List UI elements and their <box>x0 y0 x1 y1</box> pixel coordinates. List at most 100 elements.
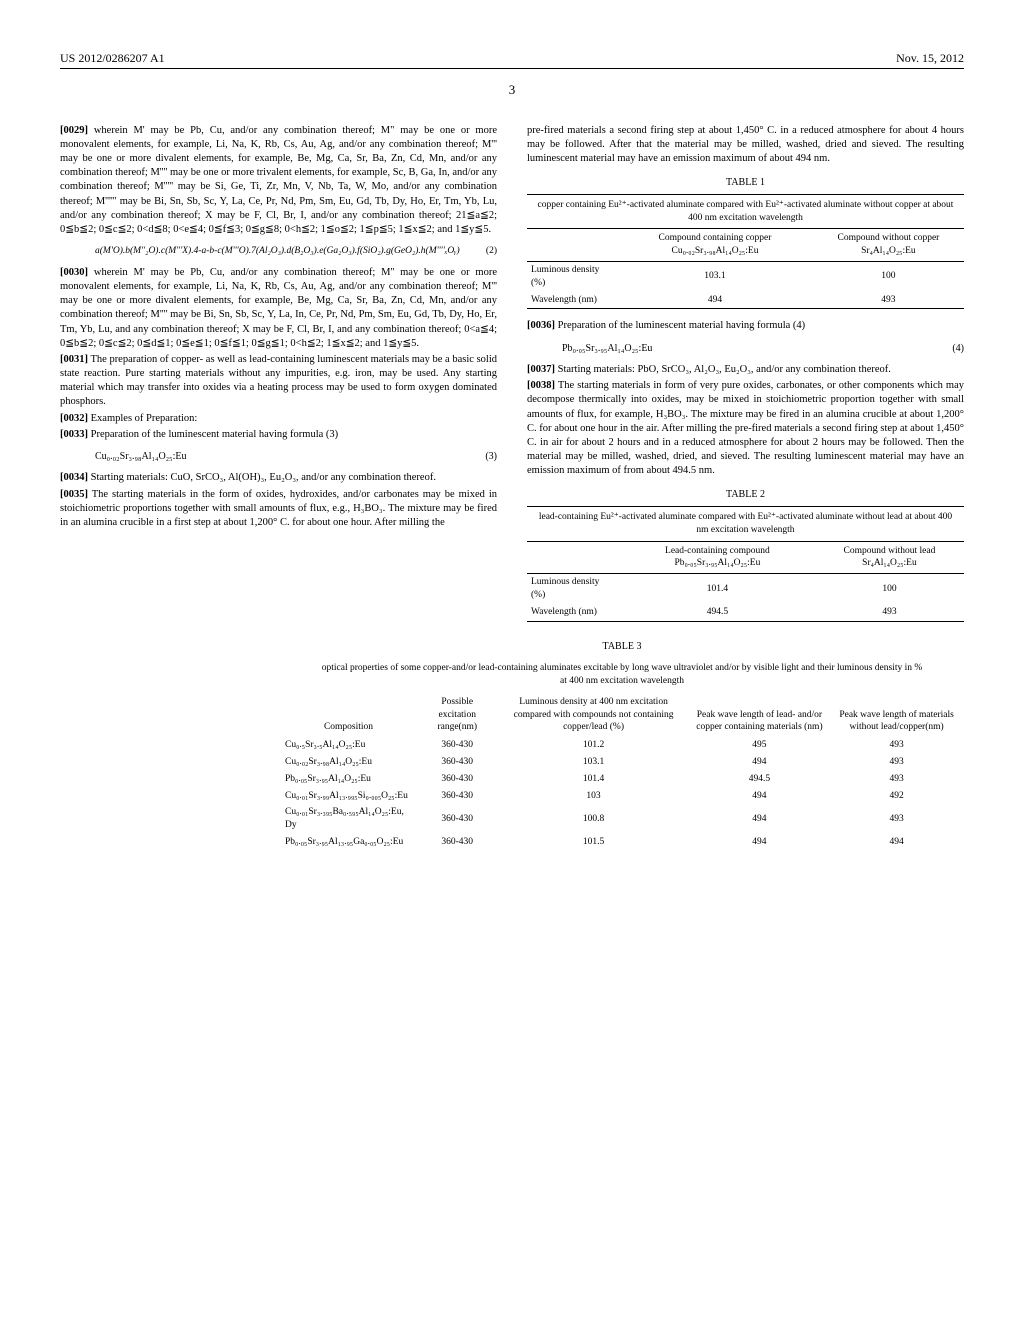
t3-cell: Cu₀.₀₂Sr₃.₉₈Al₁₄O₂₅:Eu <box>280 754 417 771</box>
t3-cell: Cu₀.₅Sr₃.₅Al₁₄O₂₅:Eu <box>280 737 417 754</box>
t1-r2c0: Wavelength (nm) <box>527 292 617 309</box>
t3-cell: 493 <box>829 737 964 754</box>
paragraph-38: [0038] The starting materials in form of… <box>527 379 964 478</box>
t3-cell: 493 <box>829 771 964 788</box>
para-text: wherein M' may be Pb, Cu, and/or any com… <box>60 267 497 349</box>
para-num: [0032] <box>60 413 88 424</box>
para-text: Preparation of the luminescent material … <box>91 429 339 440</box>
paragraph-30: [0030] wherein M' may be Pb, Cu, and/or … <box>60 266 497 351</box>
para-text: wherein M' may be Pb, Cu, and/or any com… <box>60 125 497 235</box>
t2-r1c0: Luminous density (%) <box>527 574 620 604</box>
para-num: [0031] <box>60 354 88 365</box>
formula-num: (2) <box>486 245 497 258</box>
t3-cell: 494 <box>829 834 964 851</box>
t3-cell: Pb₀.₀₅Sr₃.₉₅Al₁₄O₂₅:Eu <box>280 771 417 788</box>
para-num: [0035] <box>60 489 88 500</box>
t3-cell: 360-430 <box>417 804 497 834</box>
paragraph-34: [0034] Starting materials: CuO, SrCO₃, A… <box>60 471 497 485</box>
t1-r2c2: 493 <box>813 292 964 309</box>
paragraph-32: [0032] Examples of Preparation: <box>60 412 497 426</box>
t3-h2: Luminous density at 400 nm excitation co… <box>497 693 689 737</box>
t1-r1c2: 100 <box>813 262 964 292</box>
para-text: Examples of Preparation: <box>91 413 198 424</box>
t3-cell: 495 <box>690 737 830 754</box>
t3-cell: Cu₀.₀₁Sr₃.₉₉Al₁₃.₉₉₅Si₀.₀₀₅O₂₅:Eu <box>280 788 417 805</box>
t2-h2: Compound without lead Sr₄Al₁₄O₂₅:Eu <box>815 541 964 574</box>
t3-cell: 492 <box>829 788 964 805</box>
t2-r2c0: Wavelength (nm) <box>527 604 620 621</box>
t3-cell: 103.1 <box>497 754 689 771</box>
t3-h0: Composition <box>280 693 417 737</box>
formula-num: (3) <box>485 450 497 464</box>
paragraph-31: [0031] The preparation of copper- as wel… <box>60 353 497 410</box>
para-text: Starting materials: PbO, SrCO₃, Al₂O₃, E… <box>558 364 891 375</box>
formula-4: Pb₀.₀₅Sr₃.₉₅Al₁₄O₂₅:Eu (4) <box>562 342 964 356</box>
t3-cell: 494 <box>690 834 830 851</box>
para-num: [0034] <box>60 472 88 483</box>
t3-h1: Possible excitation range(nm) <box>417 693 497 737</box>
t1-r1c1: 103.1 <box>617 262 813 292</box>
formula-num: (4) <box>952 342 964 356</box>
table3-section: TABLE 3 optical properties of some coppe… <box>280 640 964 851</box>
para-text: The preparation of copper- as well as le… <box>60 354 497 408</box>
patent-number: US 2012/0286207 A1 <box>60 50 165 66</box>
table3-caption: optical properties of some copper-and/or… <box>280 657 964 693</box>
para-text: The starting materials in the form of ox… <box>60 489 497 528</box>
t3-h3: Peak wave length of lead- and/or copper … <box>690 693 830 737</box>
para-num: [0029] <box>60 125 88 136</box>
continuation-text: pre-fired materials a second firing step… <box>527 124 964 167</box>
t3-cell: 101.5 <box>497 834 689 851</box>
paragraph-36: [0036] Preparation of the luminescent ma… <box>527 319 964 333</box>
t2-r1c2: 100 <box>815 574 964 604</box>
table-2: lead-containing Eu²⁺-activated aluminate… <box>527 506 964 622</box>
two-column-layout: [0029] wherein M' may be Pb, Cu, and/or … <box>60 124 964 622</box>
para-num: [0038] <box>527 380 555 391</box>
formula-text: a(M'O).b(M''₂O).c(M'''X).4-a-b-c(M'''O).… <box>95 245 460 258</box>
para-text: The starting materials in form of very p… <box>527 380 964 476</box>
t1-r1c0: Luminous density (%) <box>527 262 617 292</box>
t2-r2c1: 494.5 <box>620 604 815 621</box>
t3-cell: Pb₀.₀₅Sr₃.₉₅Al₁₃.₉₅Ga₀.₀₅O₂₅:Eu <box>280 834 417 851</box>
t1-h1: Compound containing copper Cu₀.₀₂Sr₃.₉₈A… <box>617 229 813 262</box>
paragraph-35: [0035] The starting materials in the for… <box>60 488 497 531</box>
t3-cell: 103 <box>497 788 689 805</box>
t3-cell: 360-430 <box>417 788 497 805</box>
t3-cell: 360-430 <box>417 754 497 771</box>
t2-h1: Lead-containing compound Pb₀.₀₅Sr₃.₉₅Al₁… <box>620 541 815 574</box>
table2-caption: lead-containing Eu²⁺-activated aluminate… <box>527 506 964 541</box>
t3-cell: 493 <box>829 804 964 834</box>
table2-label: TABLE 2 <box>527 488 964 502</box>
table-3: optical properties of some copper-and/or… <box>280 657 964 851</box>
formula-3: Cu₀.₀₂Sr₃.₉₈Al₁₄O₂₅:Eu (3) <box>95 450 497 464</box>
formula-text: Pb₀.₀₅Sr₃.₉₅Al₁₄O₂₅:Eu <box>562 342 652 356</box>
paragraph-29: [0029] wherein M' may be Pb, Cu, and/or … <box>60 124 497 237</box>
t3-cell: 360-430 <box>417 834 497 851</box>
t3-cell: 494 <box>690 804 830 834</box>
paragraph-37: [0037] Starting materials: PbO, SrCO₃, A… <box>527 363 964 377</box>
t2-r2c2: 493 <box>815 604 964 621</box>
t3-cell: 494 <box>690 754 830 771</box>
para-num: [0030] <box>60 267 88 278</box>
t3-cell: 100.8 <box>497 804 689 834</box>
para-text: Preparation of the luminescent material … <box>558 320 806 331</box>
para-num: [0033] <box>60 429 88 440</box>
t2-r1c1: 101.4 <box>620 574 815 604</box>
t3-h4: Peak wave length of materials without le… <box>829 693 964 737</box>
patent-date: Nov. 15, 2012 <box>896 50 964 66</box>
paragraph-33: [0033] Preparation of the luminescent ma… <box>60 428 497 442</box>
t3-cell: 360-430 <box>417 771 497 788</box>
t3-cell: Cu₀.₀₁Sr₃.₃₉₅Ba₀.₅₉₅Al₁₄O₂₅:Eu, Dy <box>280 804 417 834</box>
formula-text: Cu₀.₀₂Sr₃.₉₈Al₁₄O₂₅:Eu <box>95 450 187 464</box>
formula-2: a(M'O).b(M''₂O).c(M'''X).4-a-b-c(M'''O).… <box>95 245 497 258</box>
right-column: pre-fired materials a second firing step… <box>527 124 964 622</box>
page-number: 3 <box>60 81 964 99</box>
table1-caption: copper containing Eu²⁺-activated alumina… <box>527 194 964 229</box>
para-text: Starting materials: CuO, SrCO₃, Al(OH)₃,… <box>91 472 436 483</box>
left-column: [0029] wherein M' may be Pb, Cu, and/or … <box>60 124 497 622</box>
table1-label: TABLE 1 <box>527 176 964 190</box>
page-header: US 2012/0286207 A1 Nov. 15, 2012 <box>60 50 964 66</box>
t3-cell: 494.5 <box>690 771 830 788</box>
t3-cell: 101.2 <box>497 737 689 754</box>
t1-r2c1: 494 <box>617 292 813 309</box>
table3-label: TABLE 3 <box>280 640 964 654</box>
